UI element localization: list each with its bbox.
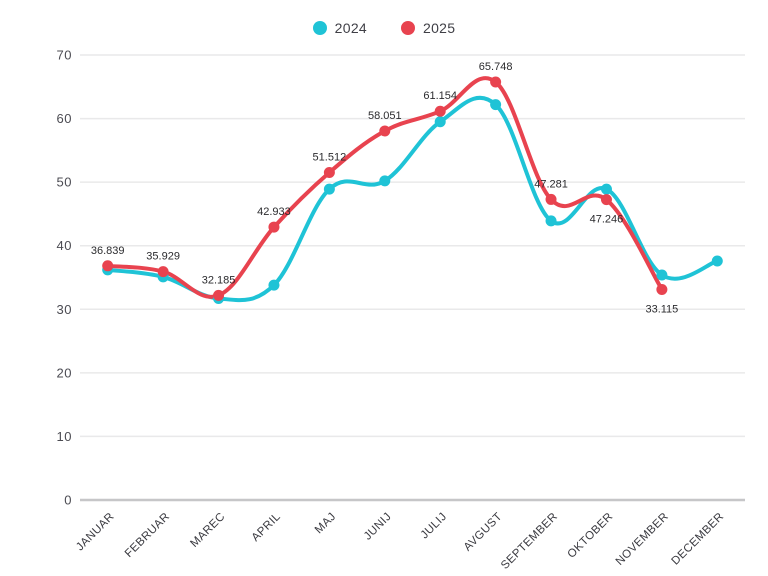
data-point-2024-september[interactable] (545, 215, 557, 227)
x-tick-label: SEPTEMBER (499, 511, 560, 572)
data-point-label: 35.929 (146, 251, 180, 263)
data-point-2025-junij[interactable] (379, 125, 391, 137)
chart-legend: 2024 2025 (0, 20, 768, 36)
x-tick-label: NOVEMBER (614, 511, 671, 568)
x-tick-label: OKTOBER (565, 511, 615, 561)
legend-label-2024: 2024 (334, 20, 367, 36)
legend-item-2025[interactable]: 2025 (401, 20, 455, 36)
data-point-label: 32.185 (202, 274, 236, 286)
legend-label-2025: 2025 (423, 20, 456, 36)
data-point-label: 33.115 (645, 303, 678, 315)
data-point-2025-julij[interactable] (434, 105, 446, 117)
data-point-label: 36.839 (91, 245, 125, 257)
data-point-2025-avgust[interactable] (490, 76, 502, 88)
x-tick-label: DECEMBER (670, 511, 727, 568)
data-point-2025-september[interactable] (545, 193, 557, 205)
series-2024-line (105, 95, 720, 303)
x-tick-label: JULIJ (419, 511, 450, 542)
data-point-2025-marec[interactable] (213, 289, 225, 301)
data-point-label: 47.246 (590, 214, 624, 226)
x-tick-label: MAREC (188, 511, 227, 550)
data-point-2025-april[interactable] (268, 221, 280, 233)
y-tick-label: 60 (57, 111, 72, 126)
data-point-2024-avgust[interactable] (490, 99, 502, 111)
x-tick-label: FEBRUAR (123, 511, 172, 560)
y-tick-label: 50 (57, 175, 72, 190)
data-point-2024-junij[interactable] (379, 175, 391, 187)
y-tick-label: 10 (57, 429, 72, 444)
data-point-2025-maj[interactable] (323, 167, 335, 179)
x-tick-label: MAJ (313, 511, 339, 537)
data-point-2025-februar[interactable] (157, 266, 169, 278)
data-point-2024-maj[interactable] (323, 183, 335, 195)
y-tick-label: 70 (57, 48, 72, 63)
data-point-label: 42.933 (257, 206, 291, 218)
data-point-2024-april[interactable] (268, 279, 280, 291)
data-point-2025-januar[interactable] (102, 260, 114, 272)
x-tick-label: APRIL (250, 511, 284, 545)
y-tick-label: 40 (57, 238, 72, 253)
data-point-label: 51.512 (313, 152, 347, 164)
data-point-2024-oktober[interactable] (600, 183, 612, 195)
legend-dot-2025-icon (401, 21, 415, 35)
legend-item-2024[interactable]: 2024 (312, 20, 367, 36)
y-tick-label: 20 (57, 365, 72, 380)
x-tick-label: JUNIJ (362, 511, 394, 543)
data-point-label: 61.154 (423, 90, 457, 102)
legend-dot-2024-icon (312, 21, 327, 35)
x-tick-label: AVGUST (462, 511, 505, 554)
data-point-2024-julij[interactable] (434, 116, 446, 128)
data-point-label: 58.051 (368, 110, 402, 122)
data-point-label: 65.748 (479, 61, 513, 73)
data-point-label: 47.281 (534, 178, 568, 190)
data-point-2024-december[interactable] (711, 255, 723, 267)
data-point-2025-oktober[interactable] (600, 194, 612, 206)
data-point-2024-november[interactable] (656, 269, 668, 281)
x-tick-label: JANUAR (74, 511, 117, 554)
y-tick-label: 30 (57, 302, 72, 317)
y-tick-label: 0 (64, 493, 72, 508)
data-point-2025-november[interactable] (656, 283, 668, 295)
